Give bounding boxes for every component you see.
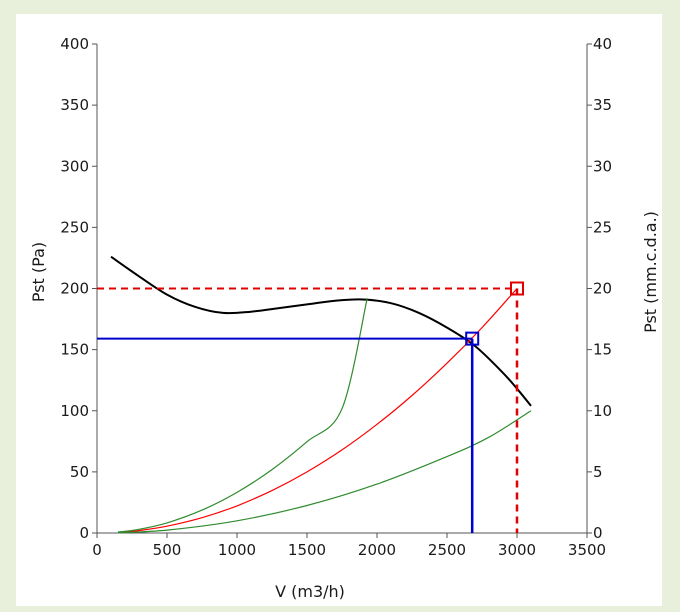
y2-tick-label: 20 [593,280,612,298]
y2-tick-label: 10 [593,402,612,420]
y-tick-label: 300 [60,157,89,175]
y-tick-label: 350 [60,96,89,114]
chart-panel: 0 50 100 150 200 250 300 350 400 0 5 10 15 20 25 30 35 40… [16,14,662,606]
x-tick-label: 500 [153,541,182,559]
y2-tick-label: 0 [593,524,603,542]
series-line-1 [110,255,532,407]
tick-labels: 0501001502002503003504000510152025303540… [60,35,612,559]
y-tick-label: 250 [60,218,89,236]
y-tick-label: 100 [60,402,89,420]
operating-point-marker-1 [465,331,480,346]
y2-tick-label: 30 [593,157,612,175]
y2-tick-label: 35 [593,96,612,114]
x-tick-label: 2000 [358,541,396,559]
y-tick-label: 400 [60,35,89,53]
y2-tick-label: 40 [593,35,612,53]
series-line-2 [117,288,518,533]
y2-tick-label: 25 [593,218,612,236]
x-tick-label: 2500 [428,541,466,559]
y-tick-label: 150 [60,341,89,359]
y2-axis-label: Pst (mm.c.d.a.) [641,211,660,333]
x-tick-label: 3000 [498,541,536,559]
operating-point-marker-2 [510,281,524,296]
reference-lines [97,287,519,533]
y2-tick-label: 15 [593,341,612,359]
x-axis-label: V (m3/h) [275,582,345,601]
series-line-3 [117,298,368,533]
y-tick-label: 0 [79,524,89,542]
operating-point-markers [465,281,524,346]
x-tick-label: 3500 [568,541,606,559]
y-axis-label: Pst (Pa) [29,242,48,302]
x-tick-label: 0 [92,541,102,559]
y-tick-label: 50 [70,463,89,481]
series-line-4 [117,410,532,534]
x-tick-label: 1000 [218,541,256,559]
curves [110,255,532,534]
x-tick-label: 1500 [288,541,326,559]
chart-svg: 0501001502002503003504000510152025303540… [29,35,660,601]
y-tick-label: 200 [60,280,89,298]
y2-tick-label: 5 [593,463,603,481]
